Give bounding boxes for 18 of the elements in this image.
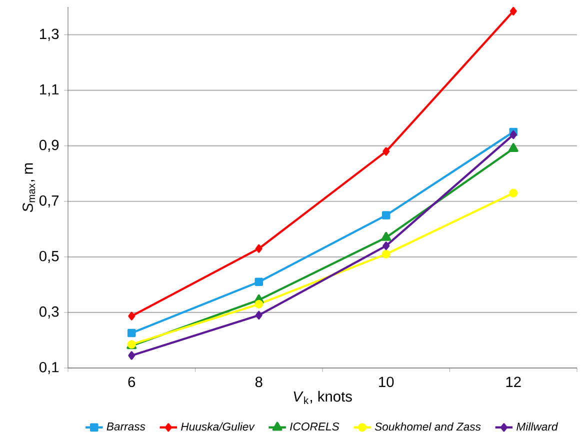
x-tick-label: 12 [506, 376, 521, 387]
legend-label: Millward [516, 422, 558, 431]
legend-label: Barrass [106, 422, 146, 430]
x-tick-label: 8 [255, 376, 262, 388]
legend-label: Soukhomel and Zass [374, 422, 481, 431]
y-tick-label: 1,1 [40, 84, 59, 96]
x-tick-label: 10 [379, 376, 394, 388]
y-tick-label: 0,3 [39, 306, 59, 319]
y-tick-label: 0,7 [39, 195, 59, 208]
y-tick-label: 1,3 [40, 28, 59, 41]
x-axis-title: V$_{k}$, knots [294, 390, 352, 404]
y-tick-label: 0,5 [39, 250, 59, 263]
y-axis-title: S$_{max}$, m [22, 163, 36, 212]
legend-label: Huuska/Guliev [181, 422, 255, 431]
y-tick-label: 0,1 [39, 362, 59, 374]
legend-label: ICORELS [290, 422, 340, 430]
y-tick-label: 0,9 [39, 140, 59, 152]
x-tick-label: 6 [128, 376, 136, 388]
